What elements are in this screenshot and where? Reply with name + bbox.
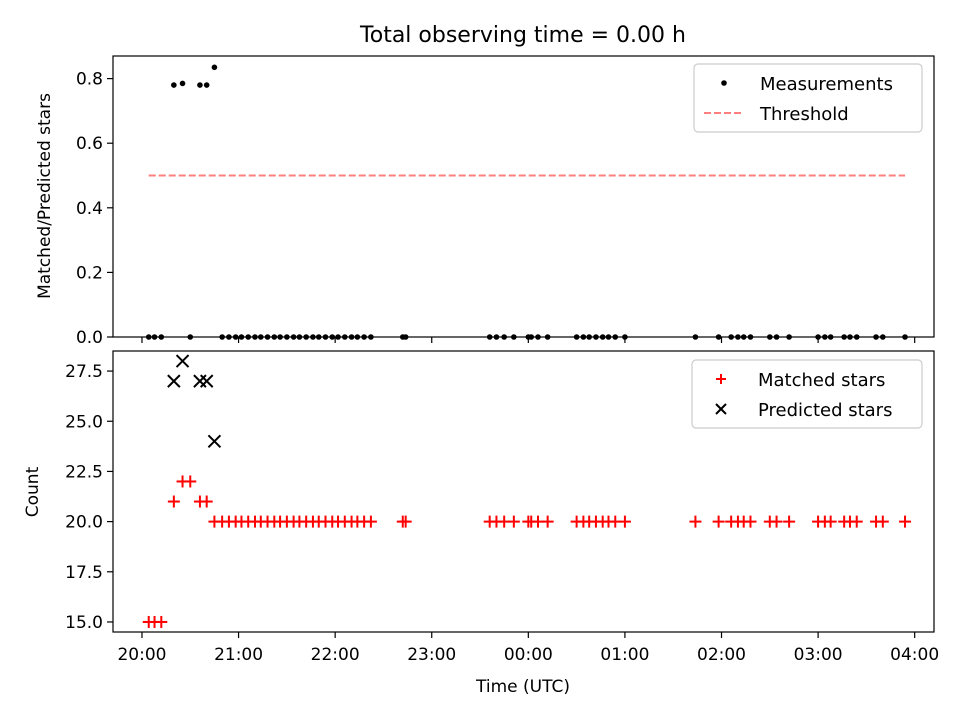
x-tick-label: 04:00	[890, 645, 939, 665]
predicted-star-point	[175, 354, 190, 368]
matched-star-point	[618, 515, 631, 528]
top-y-axis: 0.0 0.2 0.4 0.6 0.8	[76, 70, 113, 348]
legend-measurements-marker	[721, 80, 727, 86]
y-tick-label: 15.0	[65, 613, 103, 633]
predicted-star-point	[199, 374, 214, 388]
matched-star-point	[507, 515, 520, 528]
x-tick-label: 02:00	[697, 645, 746, 665]
x-axis-label: Time (UTC)	[475, 677, 570, 697]
matched-star-point	[744, 515, 757, 528]
x-tick-label: 01:00	[600, 645, 649, 665]
matched-star-point	[167, 495, 180, 508]
bottom-legend-box	[691, 359, 923, 429]
predicted-star-point	[207, 434, 222, 449]
legend-predicted-label: Predicted stars	[758, 400, 892, 421]
matched-star-point	[200, 495, 213, 508]
measurement-point	[211, 64, 218, 71]
matched-star-point	[689, 515, 702, 528]
measurement-point	[171, 82, 177, 88]
y-tick-label: 0.2	[76, 263, 103, 283]
bottom-legend: Matched stars Predicted stars	[691, 359, 923, 429]
y-tick-label: 0.4	[76, 199, 103, 219]
top-axes-frame	[112, 55, 935, 338]
legend-matched-marker	[716, 374, 726, 384]
matched-star-point	[155, 615, 168, 628]
x-tick-label: 03:00	[794, 645, 843, 665]
matched-star-point	[899, 515, 912, 528]
matched-star-point	[770, 515, 783, 528]
matched-star-point	[364, 515, 377, 528]
matched-star-point	[876, 515, 889, 528]
x-tick-label: 20:00	[117, 645, 166, 665]
y-tick-label: 17.5	[65, 563, 103, 583]
measurement-point	[179, 80, 186, 87]
top-panel: 0.00.20.40.60.8 Matched/Predicted stars …	[35, 55, 935, 348]
x-tick-label: 00:00	[504, 645, 553, 665]
matched-star-point	[824, 515, 837, 528]
legend-predicted-marker	[715, 403, 727, 415]
measurement-point	[203, 82, 210, 88]
matched-star-point	[541, 515, 554, 528]
legend-threshold-label: Threshold	[759, 104, 849, 125]
top-legend-box	[693, 63, 923, 133]
matched-star-point	[399, 515, 412, 528]
top-y-axis-label: Matched/Predicted stars	[35, 93, 55, 299]
x-tick-label: 21:00	[214, 645, 263, 665]
bottom-data-marks	[142, 354, 912, 628]
matched-star-point	[184, 475, 197, 488]
y-tick-label: 0.0	[76, 328, 103, 348]
y-tick-label: 0.6	[76, 134, 103, 154]
x-tick-label: 22:00	[311, 645, 360, 665]
y-tick-label: 27.5	[65, 362, 103, 382]
matched-star-point	[850, 515, 863, 528]
bottom-panel: 15.0 17.5 20.0 22.5 25.0 27.5 20:00 21:00 22:00…	[23, 350, 939, 665]
top-legend: Measurements Threshold	[693, 63, 923, 133]
bottom-y-axis: 15.0 17.5 20.0 22.5 25.0 27.5	[65, 362, 113, 633]
predicted-star-point	[167, 374, 181, 388]
figure-title: Total observing time = 0.00 h	[359, 23, 686, 48]
bottom-x-axis: 20:00 21:00 22:00 23:00 00:00 01:00 02:00 03:00…	[117, 632, 939, 665]
matched-star-point	[712, 515, 725, 528]
top-x-axis	[141, 337, 916, 343]
bottom-axes-frame	[112, 350, 935, 633]
legend-matched-label: Matched stars	[758, 370, 885, 391]
y-tick-label: 22.5	[65, 462, 103, 482]
x-tick-label: 23:00	[407, 645, 456, 665]
y-tick-label: 0.8	[76, 70, 103, 90]
matched-star-point	[783, 515, 796, 528]
legend-measurements-label: Measurements	[760, 74, 893, 95]
bottom-y-axis-label: Count	[23, 466, 43, 517]
measurement-point	[197, 82, 203, 88]
y-tick-label: 25.0	[65, 412, 103, 432]
y-tick-label: 20.0	[65, 513, 103, 533]
